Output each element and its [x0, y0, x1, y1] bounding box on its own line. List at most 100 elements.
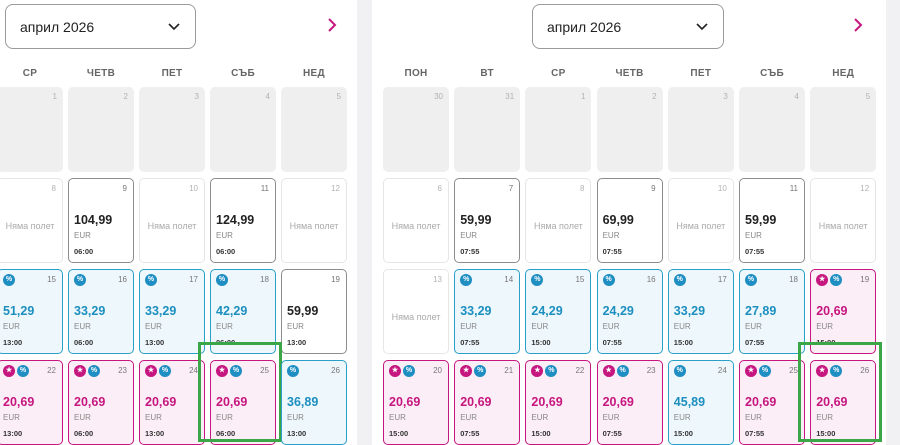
- next-month-arrow-icon[interactable]: [851, 16, 865, 34]
- departure-time: 07:55: [602, 247, 622, 256]
- calendar-day[interactable]: 23 ★% 20,69 EUR 06:00: [68, 360, 134, 445]
- calendar-day: 4: [739, 87, 805, 172]
- fare-currency: EUR: [745, 413, 762, 422]
- day-number: 26: [860, 366, 870, 375]
- departure-time: 07:55: [745, 247, 765, 256]
- fare-badges: %: [673, 365, 686, 377]
- discount-percent-icon: %: [531, 274, 544, 286]
- fare-price: 33,29: [673, 304, 706, 318]
- month-dropdown[interactable]: април 2026: [532, 4, 724, 49]
- departure-time: 07:55: [460, 429, 480, 438]
- calendar-day[interactable]: 15% 51,29 EUR 13:00: [0, 269, 63, 354]
- fare-badges: %: [673, 274, 686, 286]
- no-flight-label: Няма полет: [391, 221, 441, 231]
- day-number: 22: [47, 366, 56, 375]
- calendar-day[interactable]: 20 ★% 20,69 EUR 15:00: [383, 360, 449, 445]
- calendar-day[interactable]: 9 69,99 EUR 07:55: [596, 178, 663, 263]
- departure-time: 07:55: [602, 338, 622, 347]
- day-number: 11: [260, 184, 269, 193]
- discount-percent-icon: %: [759, 365, 771, 377]
- discount-percent-icon: %: [474, 365, 487, 377]
- fare-price: 20,69: [745, 395, 777, 409]
- departure-time: 07:55: [745, 338, 765, 347]
- fare-price: 124,99: [216, 213, 255, 227]
- day-number: 24: [189, 366, 198, 375]
- calendar-day[interactable]: 7 59,99 EUR 07:55: [454, 178, 521, 263]
- calendar-day: 3: [139, 87, 205, 172]
- next-month-arrow-icon[interactable]: [325, 16, 339, 34]
- star-promo-icon: ★: [602, 365, 615, 377]
- fare-badges: %: [745, 274, 757, 286]
- day-number: 4: [265, 92, 270, 101]
- day-number: 4: [794, 92, 799, 101]
- calendar-day: 1: [525, 87, 592, 172]
- calendar-day[interactable]: 16% 33,29 EUR 06:00: [68, 269, 134, 354]
- departure-time: 06:00: [216, 247, 236, 256]
- calendar-day[interactable]: 15% 24,29 EUR 15:00: [525, 269, 592, 354]
- day-number: 18: [260, 275, 269, 284]
- selected-day-highlight: [198, 342, 282, 442]
- fare-badges: %: [145, 274, 157, 286]
- discount-percent-icon: %: [230, 365, 242, 377]
- fare-price: 24,29: [531, 304, 563, 318]
- star-promo-icon: ★: [745, 365, 757, 377]
- fare-badges: %: [216, 274, 228, 286]
- fare-price: 20,69: [145, 395, 177, 409]
- star-promo-icon: ★: [460, 365, 473, 377]
- fare-badges: %: [460, 274, 473, 286]
- discount-percent-icon: %: [74, 274, 86, 286]
- calendar-day: 12 Няма полет: [810, 178, 877, 263]
- chevron-down-icon: [168, 23, 180, 31]
- discount-percent-icon: %: [616, 365, 629, 377]
- month-dropdown[interactable]: април 2026: [5, 4, 196, 49]
- calendar-day[interactable]: 18% 27,89 EUR 07:55: [739, 269, 805, 354]
- no-flight-label: Няма полет: [5, 221, 55, 231]
- calendar-day[interactable]: 17% 33,29 EUR 13:00: [139, 269, 205, 354]
- fare-currency: EUR: [816, 413, 834, 422]
- departure-time: 15:00: [673, 429, 693, 438]
- weekday-header: ПЕТ: [161, 68, 183, 79]
- fare-price: 27,89: [745, 304, 777, 318]
- no-flight-label: Няма полет: [289, 221, 339, 231]
- calendar-day[interactable]: 14% 33,29 EUR 07:55: [454, 269, 521, 354]
- calendar-day[interactable]: 24% 45,89 EUR 15:00: [667, 360, 734, 445]
- calendar-day[interactable]: 19 ★% 20,69 EUR 15:00: [810, 269, 877, 354]
- discount-percent-icon: %: [216, 274, 228, 286]
- day-number: 12: [331, 184, 340, 193]
- calendar-day[interactable]: 23 ★% 20,69 EUR 07:55: [596, 360, 663, 445]
- calendar-day[interactable]: 25 ★% 20,69 EUR 07:55: [739, 360, 805, 445]
- day-number: 31: [505, 92, 515, 101]
- fare-price: 45,89: [673, 395, 706, 409]
- fare-currency: EUR: [287, 413, 304, 422]
- calendar-day[interactable]: 11 59,99 EUR 07:55: [739, 178, 805, 263]
- calendar-day[interactable]: 9 104,99 EUR 06:00: [68, 178, 134, 263]
- no-flight-label: Няма полет: [676, 221, 726, 231]
- day-number: 12: [860, 184, 870, 193]
- calendar-day[interactable]: 17% 33,29 EUR 15:00: [667, 269, 734, 354]
- fare-price: 24,29: [602, 304, 634, 318]
- calendar-day[interactable]: 16% 24,29 EUR 07:55: [596, 269, 663, 354]
- calendar-day: 30: [383, 87, 449, 172]
- calendar-day[interactable]: 26 ★% 20,69 EUR 15:00: [810, 360, 877, 445]
- fare-currency: EUR: [287, 322, 304, 331]
- day-number: 13: [433, 275, 442, 284]
- calendar-day[interactable]: 26% 36,89 EUR 13:00: [281, 360, 347, 445]
- calendar-day[interactable]: 24 ★% 20,69 EUR 13:00: [139, 360, 205, 445]
- calendar-day[interactable]: 22 ★% 20,69 EUR 13:00: [0, 360, 63, 445]
- calendar-day[interactable]: 25 ★% 20,69 EUR 06:00: [210, 360, 276, 445]
- calendar-day[interactable]: 11 124,99 EUR 06:00: [210, 178, 276, 263]
- weekday-header: СР: [22, 68, 38, 79]
- fare-price: 20,69: [216, 395, 248, 409]
- departure-time: 06:00: [74, 429, 94, 438]
- day-number: 1: [52, 92, 57, 101]
- fare-currency: EUR: [602, 413, 620, 422]
- fare-currency: EUR: [745, 231, 762, 240]
- day-number: 24: [717, 366, 727, 375]
- discount-percent-icon: %: [88, 365, 100, 377]
- calendar-day[interactable]: 21 ★% 20,69 EUR 07:55: [454, 360, 521, 445]
- calendar-day[interactable]: 22 ★% 20,69 EUR 15:00: [525, 360, 592, 445]
- calendar-day[interactable]: 19 59,99 EUR 13:00: [281, 269, 347, 354]
- day-number: 23: [646, 366, 656, 375]
- day-number: 16: [646, 275, 656, 284]
- fare-currency: EUR: [745, 322, 762, 331]
